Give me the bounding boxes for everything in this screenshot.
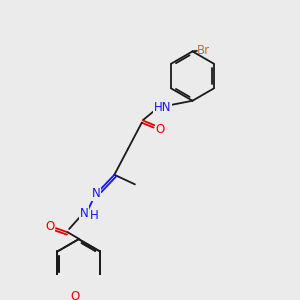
Text: N: N [92, 188, 100, 200]
Text: N: N [80, 207, 88, 220]
Text: H: H [90, 209, 99, 222]
Text: Br: Br [197, 44, 210, 57]
Text: O: O [155, 123, 165, 136]
Text: O: O [70, 290, 80, 300]
Text: O: O [45, 220, 55, 233]
Text: HN: HN [154, 100, 171, 113]
